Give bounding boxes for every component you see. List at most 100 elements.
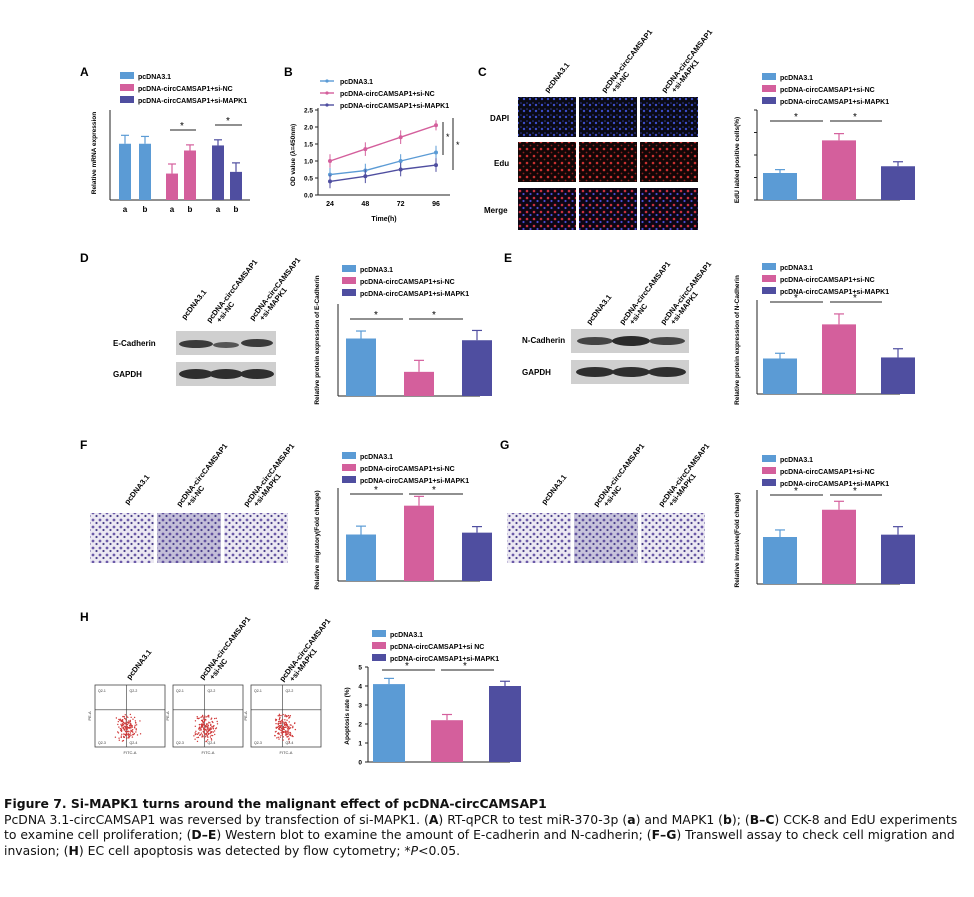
point-b-2-2 <box>363 147 368 152</box>
flow-event <box>207 714 210 717</box>
flow-event <box>194 738 196 740</box>
bar-a-5 <box>212 145 224 200</box>
bar-g-1 <box>763 537 797 584</box>
flow-event <box>288 733 290 735</box>
flow-quadrant-label-3-3: Q2-3 <box>254 741 262 745</box>
flow-quadrant-label-3-2: Q2-2 <box>286 689 294 693</box>
legend-label-g-3: pcDNA-circCAMSAP1+si-MAPK1 <box>780 481 889 488</box>
sig-star-e-1: * <box>794 293 798 304</box>
flow-event <box>289 733 292 735</box>
flow-event <box>204 725 207 728</box>
flow-event <box>125 726 127 728</box>
flow-event <box>123 736 125 738</box>
legend-swatch-a-2 <box>120 84 134 91</box>
flow-event <box>125 722 127 725</box>
bar-a-1 <box>119 143 131 200</box>
flow-event <box>122 724 125 726</box>
flow-event <box>202 735 204 737</box>
blot-band-gapdh-e-1 <box>576 367 614 377</box>
y-axis-label-a: Relative mRNA expression <box>91 112 98 195</box>
flow-event <box>206 716 208 718</box>
flow-event <box>116 731 119 733</box>
flow-event <box>214 733 216 736</box>
legend-label-b-1: pcDNA3.1 <box>340 79 373 86</box>
flow-event <box>288 731 290 733</box>
y-tick-label-b-1: 0.0 <box>304 193 313 200</box>
flow-event <box>276 726 279 729</box>
flow-event <box>135 728 137 730</box>
legend-label-g-1: pcDNA3.1 <box>780 457 813 464</box>
x-tick-label-a-6: b <box>234 205 239 214</box>
transwell-image-g-2 <box>574 513 638 563</box>
bars-h: 0 1 2 3 4 5 <box>358 665 521 767</box>
flow-event <box>291 734 293 737</box>
y-tick-label-h-5: 4 <box>358 684 362 691</box>
legend-label-a-1: pcDNA3.1 <box>138 74 171 81</box>
sig-star-g-1: * <box>794 486 798 497</box>
flow-event <box>208 716 210 718</box>
series-line-b-3 <box>329 164 437 183</box>
flow-event <box>212 728 215 730</box>
flow-event <box>199 729 201 731</box>
lines-b: 0.0 0.5 1.0 1.5 2.0 2.5 24 48 72 96 <box>304 108 440 209</box>
flow-event <box>126 733 128 736</box>
flow-event <box>120 729 123 732</box>
flow-event <box>288 738 290 741</box>
flow-event <box>127 716 129 719</box>
flow-event <box>279 736 281 738</box>
sig-star-h-2: * <box>463 661 467 672</box>
legend-swatch-c-3 <box>762 97 776 104</box>
point-b-3-4 <box>434 163 438 168</box>
flow-event <box>213 717 216 720</box>
legend-label-f-1: pcDNA3.1 <box>360 454 393 461</box>
flow-event <box>287 735 289 737</box>
legend-swatch-g-3 <box>762 479 776 486</box>
significance-b: * * <box>442 118 460 170</box>
flow-event <box>130 716 132 719</box>
transwell-image-f-1 <box>90 513 154 563</box>
flow-event <box>125 730 127 733</box>
flow-event <box>139 720 141 722</box>
flow-event <box>294 728 297 731</box>
significance-d: * * <box>350 310 463 321</box>
flow-event <box>135 731 137 733</box>
blot-band-gapdh-d-3 <box>240 369 274 379</box>
flow-event <box>121 723 124 725</box>
flow-event <box>278 733 280 735</box>
y-tick-label-h-6: 5 <box>358 665 362 672</box>
flow-event <box>200 716 202 719</box>
flow-event <box>277 722 279 725</box>
flow-y-axis-label-2: PE-A <box>165 711 170 721</box>
flow-event <box>132 729 134 731</box>
legend-e: pcDNA3.1 pcDNA-circCAMSAP1+si-NC pcDNA-c… <box>762 263 889 296</box>
western-blot-d <box>176 331 276 386</box>
flow-event <box>127 732 129 735</box>
group-label-h-2a: pcDNA-circCAMSAP1 <box>197 615 252 682</box>
flow-event <box>120 728 123 731</box>
flow-event <box>287 729 290 731</box>
x-tick-label-a-3: a <box>170 205 175 214</box>
bar-f-2 <box>404 505 434 581</box>
flow-event <box>125 719 127 721</box>
legend-c: pcDNA3.1 pcDNA-circCAMSAP1+si-NC pcDNA-c… <box>762 73 889 106</box>
flow-event <box>275 718 278 721</box>
blot-band-gapdh-d-2 <box>209 369 243 379</box>
transwell-images-f <box>90 513 288 563</box>
flow-event <box>198 732 200 734</box>
flow-event <box>117 723 119 726</box>
bar-c-2 <box>822 140 856 200</box>
transwell-image-f-3 <box>224 513 288 563</box>
flow-event <box>123 722 125 724</box>
significance-c: * * <box>770 112 882 123</box>
flow-event <box>203 732 205 734</box>
legend-label-e-2: pcDNA-circCAMSAP1+si-NC <box>780 277 875 284</box>
bars-f <box>346 495 492 581</box>
flow-event <box>286 736 288 738</box>
legend-label-c-1: pcDNA3.1 <box>780 75 813 82</box>
flow-event <box>286 732 288 734</box>
flow-event <box>198 724 201 726</box>
legend-marker-b-2 <box>325 91 329 95</box>
flow-event <box>130 730 132 733</box>
flow-event <box>280 714 282 717</box>
